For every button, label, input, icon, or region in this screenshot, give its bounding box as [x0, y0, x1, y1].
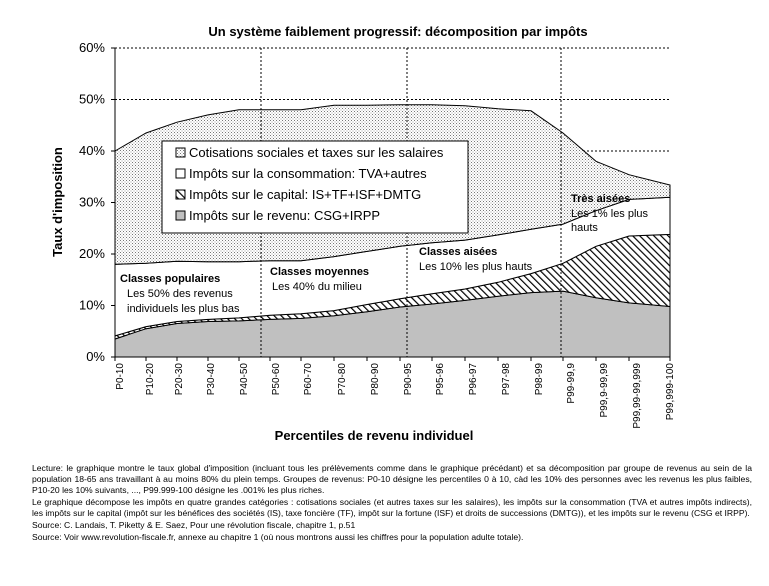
annotations: Classes populaires Les 50% des revenus i… — [120, 193, 649, 315]
y-tick-label: 40% — [79, 143, 105, 158]
x-tick-label: P98-99 — [534, 363, 545, 396]
y-tick-label: 50% — [79, 92, 105, 107]
x-tick-label: P80-90 — [370, 363, 381, 396]
axes — [111, 47, 671, 361]
annotation-title-tres-aisees: Très aisées — [571, 193, 630, 205]
x-tick-label: P10-20 — [145, 363, 156, 396]
x-tick-label: P99,99-99,999 — [632, 363, 643, 429]
legend-label: Impôts sur le capital: IS+TF+ISF+DMTG — [189, 187, 421, 202]
legend-label: Impôts sur le revenu: CSG+IRPP — [189, 208, 380, 223]
note-source-web: Source: Voir www.revolution-fiscale.fr, … — [32, 532, 524, 542]
annotation-title-classes-moyennes: Classes moyennes — [270, 266, 369, 278]
note-source: Source: C. Landais, T. Piketty & E. Saez… — [32, 520, 356, 530]
y-tick-label: 60% — [79, 40, 105, 55]
annotation-line: Les 1% les plus — [571, 208, 649, 220]
legend-label: Cotisations sociales et taxes sur les sa… — [189, 145, 444, 160]
x-axis-label: Percentiles de revenu individuel — [275, 428, 474, 443]
x-tick-label: P20-30 — [174, 363, 185, 396]
x-tick-label: P40-50 — [239, 363, 250, 396]
chart-notes: Lecture: le graphique montre le taux glo… — [32, 463, 752, 544]
x-tick-label: P99,9-99,99 — [599, 363, 610, 418]
x-tick-label: P50-60 — [271, 363, 282, 396]
legend-box — [161, 140, 469, 234]
x-tick-label: P90-95 — [403, 363, 414, 396]
y-tick-label: 10% — [79, 298, 105, 313]
legend-label: Impôts sur la consommation: TVA+autres — [189, 166, 427, 181]
chart-title: Un système faiblement progressif: décomp… — [208, 24, 587, 39]
legend-swatch-dots — [175, 147, 186, 158]
y-tick-label: 30% — [79, 195, 105, 210]
x-tick-label: P95-96 — [435, 363, 446, 396]
note-lecture: Lecture: le graphique montre le taux glo… — [32, 463, 752, 495]
legend-swatch-gray — [175, 210, 186, 221]
x-tick-label: P99,999-100 — [665, 363, 676, 421]
x-tick-label: P96-97 — [468, 363, 479, 396]
y-tick-labels: 0% 10% 20% 30% 40% 50% 60% — [79, 40, 105, 364]
legend-swatch-white — [175, 168, 186, 179]
annotation-line: individuels les plus bas — [127, 303, 240, 315]
y-axis-label: Taux d'imposition — [50, 147, 65, 257]
x-tick-label: P97-98 — [501, 363, 512, 396]
legend: Cotisations sociales et taxes sur les sa… — [161, 140, 469, 234]
x-tick-labels: P0-10 P10-20 P20-30 P30-40 P40-50 P50-60… — [115, 363, 676, 429]
annotation-line: hauts — [571, 222, 598, 234]
annotation-line: Les 10% les plus hauts — [419, 261, 533, 273]
x-tick-label: P0-10 — [115, 363, 126, 390]
annotation-title-classes-aisees: Classes aisées — [419, 246, 497, 258]
tax-decomposition-chart: Un système faiblement progressif: décomp… — [50, 24, 676, 443]
y-tick-label: 0% — [86, 349, 105, 364]
legend-swatch-hatch — [175, 189, 186, 200]
annotation-line: Les 50% des revenus — [127, 288, 233, 300]
note-decomposition: Le graphique décompose les impôts en qua… — [32, 497, 752, 518]
annotation-title-classes-populaires: Classes populaires — [120, 273, 220, 285]
x-tick-label: P60-70 — [303, 363, 314, 396]
x-tick-label: P30-40 — [206, 363, 217, 396]
x-tick-label: P70-80 — [337, 363, 348, 396]
group-dividers — [260, 48, 562, 357]
y-tick-label: 20% — [79, 246, 105, 261]
x-tick-label: P99-99,9 — [566, 363, 577, 404]
annotation-line: Les 40% du milieu — [272, 281, 362, 293]
